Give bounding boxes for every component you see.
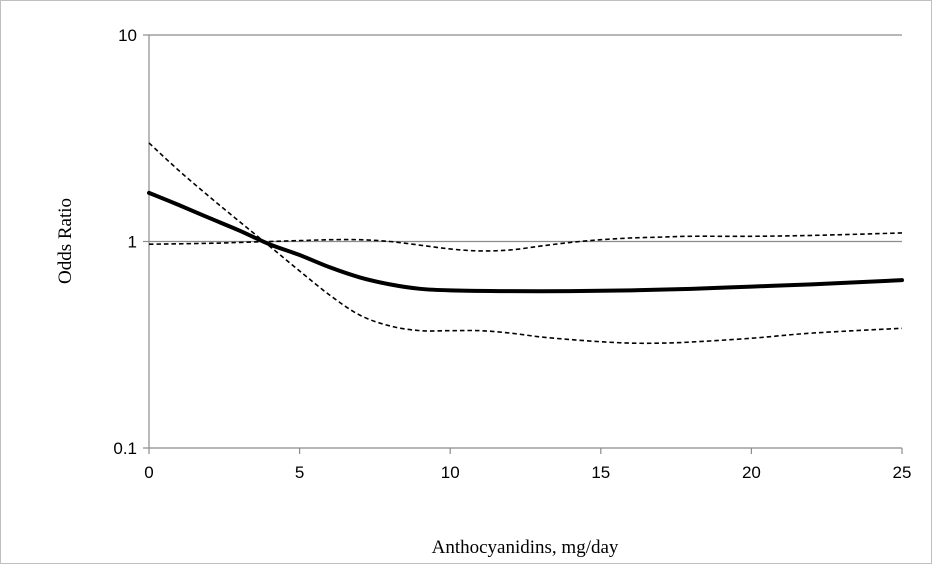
axes	[143, 34, 903, 454]
y-axis-title: Odds Ratio	[55, 198, 76, 284]
x-tick-label-4: 20	[742, 463, 761, 482]
y-tick-label-0: 0.1	[113, 439, 137, 458]
x-axis-title: Anthocyanidins, mg/day	[432, 537, 619, 558]
x-tick-label-5: 25	[893, 463, 912, 482]
odds-ratio-estimate-line	[147, 190, 904, 294]
series-lines	[147, 142, 904, 345]
tick-labels: 0 5 10 15 20 25 0.1 1 10	[113, 26, 911, 482]
confidence-bound-line-upper	[148, 232, 903, 252]
grid-lines	[149, 34, 902, 449]
x-tick-label-3: 15	[591, 463, 610, 482]
x-tick-label-1: 5	[295, 463, 304, 482]
x-tick-label-0: 0	[144, 463, 153, 482]
x-tick-label-2: 10	[441, 463, 460, 482]
y-tick-label-2: 10	[118, 26, 137, 45]
y-tick-label-1: 1	[128, 233, 137, 252]
confidence-bound-line-lower	[148, 142, 903, 345]
